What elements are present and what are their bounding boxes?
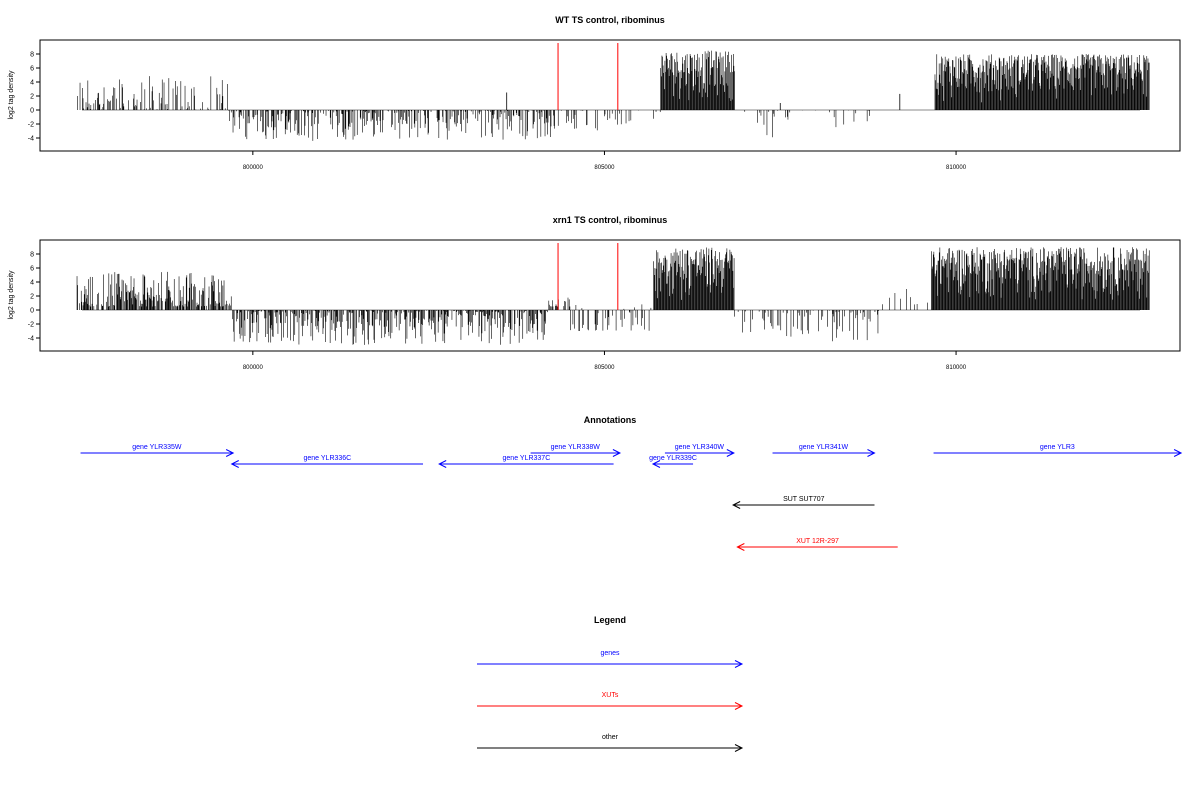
- xrn1-y-tick-label: -4: [28, 336, 34, 343]
- xrn1-x-tick-label: 800000: [243, 365, 264, 371]
- annotation-arrowhead: [612, 449, 622, 457]
- annotation-arrowhead: [651, 460, 661, 468]
- wt-x-tick-label: 805000: [594, 165, 615, 171]
- annotations-title: Annotations: [584, 415, 637, 425]
- annotation-label: gene YLR336C: [304, 455, 352, 462]
- legend-item-label: other: [602, 734, 619, 741]
- wt-x-tick-label: 800000: [243, 165, 264, 171]
- xrn1-y-tick-label: 2: [30, 294, 34, 301]
- annotation-label: gene YLR339C: [649, 455, 697, 462]
- xrn1-track-markers: [557, 243, 619, 310]
- annotation-label: XUT 12R-297: [796, 538, 839, 545]
- xrn1-y-tick-label: 0: [30, 308, 34, 315]
- annotation-feature: XUT 12R-297: [736, 538, 898, 551]
- wt-y-tick-label: 2: [30, 94, 34, 101]
- annotation-label: gene YLR338W: [551, 444, 601, 451]
- xrn1-x-tick-label: 805000: [594, 365, 615, 371]
- annotation-arrowhead: [726, 449, 735, 457]
- wt-track-panel: WT TS control, ribominus log2 tag densit…: [8, 15, 1181, 171]
- legend-item-arrowhead: [734, 702, 744, 710]
- annotation-feature: gene YLR338W: [530, 444, 622, 457]
- legend-item: genes: [477, 650, 744, 668]
- annotation-label: SUT SUT707: [783, 496, 825, 503]
- legend-panel: Legend genes XUTs other: [477, 615, 744, 752]
- annotation-feature: gene YLR335W: [80, 444, 235, 457]
- annotation-label: gene YLR341W: [799, 444, 849, 451]
- wt-y-tick-label: 8: [30, 52, 34, 59]
- xrn1-track-title: xrn1 TS control, ribominus: [553, 215, 668, 225]
- annotation-arrowhead: [225, 449, 235, 457]
- annotation-label: gene YLR3: [1040, 444, 1075, 451]
- legend-item-label: genes: [600, 650, 620, 657]
- xrn1-track-ylabel: log2 tag density: [8, 270, 15, 320]
- wt-track-y-axis: -4 -2 0 2 4 6 8: [28, 52, 40, 143]
- legend-item-label: XUTs: [602, 692, 619, 699]
- wt-track-density-bars: [77, 50, 1150, 141]
- legend-item: XUTs: [477, 692, 744, 710]
- legend-title: Legend: [594, 615, 626, 625]
- legend-items: genes XUTs other: [477, 650, 744, 752]
- wt-x-tick-label: 810000: [946, 165, 967, 171]
- wt-track-markers: [557, 43, 619, 110]
- wt-track-ylabel: log2 tag density: [8, 70, 15, 120]
- annotation-arrowhead: [438, 460, 447, 468]
- xrn1-track-x-axis: 800000 805000 810000: [243, 351, 967, 371]
- annotation-label: gene YLR337C: [503, 455, 551, 462]
- xrn1-y-tick-label: 8: [30, 252, 34, 259]
- annotation-arrowhead: [736, 543, 745, 551]
- annotation-feature: gene YLR336C: [230, 455, 424, 468]
- xrn1-y-tick-label: 4: [30, 280, 34, 287]
- wt-y-tick-label: 0: [30, 108, 34, 115]
- annotation-arrowhead: [1173, 449, 1183, 457]
- xrn1-track-density-bars: [76, 247, 1150, 345]
- xrn1-track-y-axis: -4 -2 0 2 4 6 8: [28, 252, 40, 343]
- wt-y-tick-label: -4: [28, 136, 34, 143]
- annotation-feature: SUT SUT707: [732, 496, 875, 509]
- wt-track-title: WT TS control, ribominus: [555, 15, 665, 25]
- xrn1-x-tick-label: 810000: [946, 365, 967, 371]
- annotation-arrowhead: [732, 501, 741, 509]
- annotations-panel: Annotations gene YLR335W gene YLR336C gene…: [80, 415, 1183, 551]
- xrn1-track-panel: xrn1 TS control, ribominus log2 tag dens…: [8, 215, 1181, 371]
- annotation-feature: gene YLR337C: [438, 455, 614, 468]
- annotation-arrowhead: [230, 460, 239, 468]
- wt-y-tick-label: 6: [30, 66, 34, 73]
- annotation-feature: gene YLR341W: [772, 444, 876, 457]
- wt-y-tick-label: 4: [30, 80, 34, 87]
- xrn1-y-tick-label: 6: [30, 266, 34, 273]
- legend-item-arrowhead: [734, 744, 744, 752]
- annotation-feature: gene YLR3: [933, 444, 1183, 457]
- annotation-arrowhead: [867, 449, 876, 457]
- wt-track-x-axis: 800000 805000 810000: [243, 151, 967, 171]
- legend-item-arrowhead: [734, 660, 744, 668]
- annotation-feature: gene YLR339C: [649, 455, 697, 468]
- annotation-feature: gene YLR340W: [664, 444, 735, 457]
- wt-y-tick-label: -2: [28, 122, 34, 129]
- annotation-label: gene YLR340W: [675, 444, 725, 451]
- xrn1-y-tick-label: -2: [28, 322, 34, 329]
- legend-item: other: [477, 734, 744, 752]
- annotation-label: gene YLR335W: [132, 444, 182, 451]
